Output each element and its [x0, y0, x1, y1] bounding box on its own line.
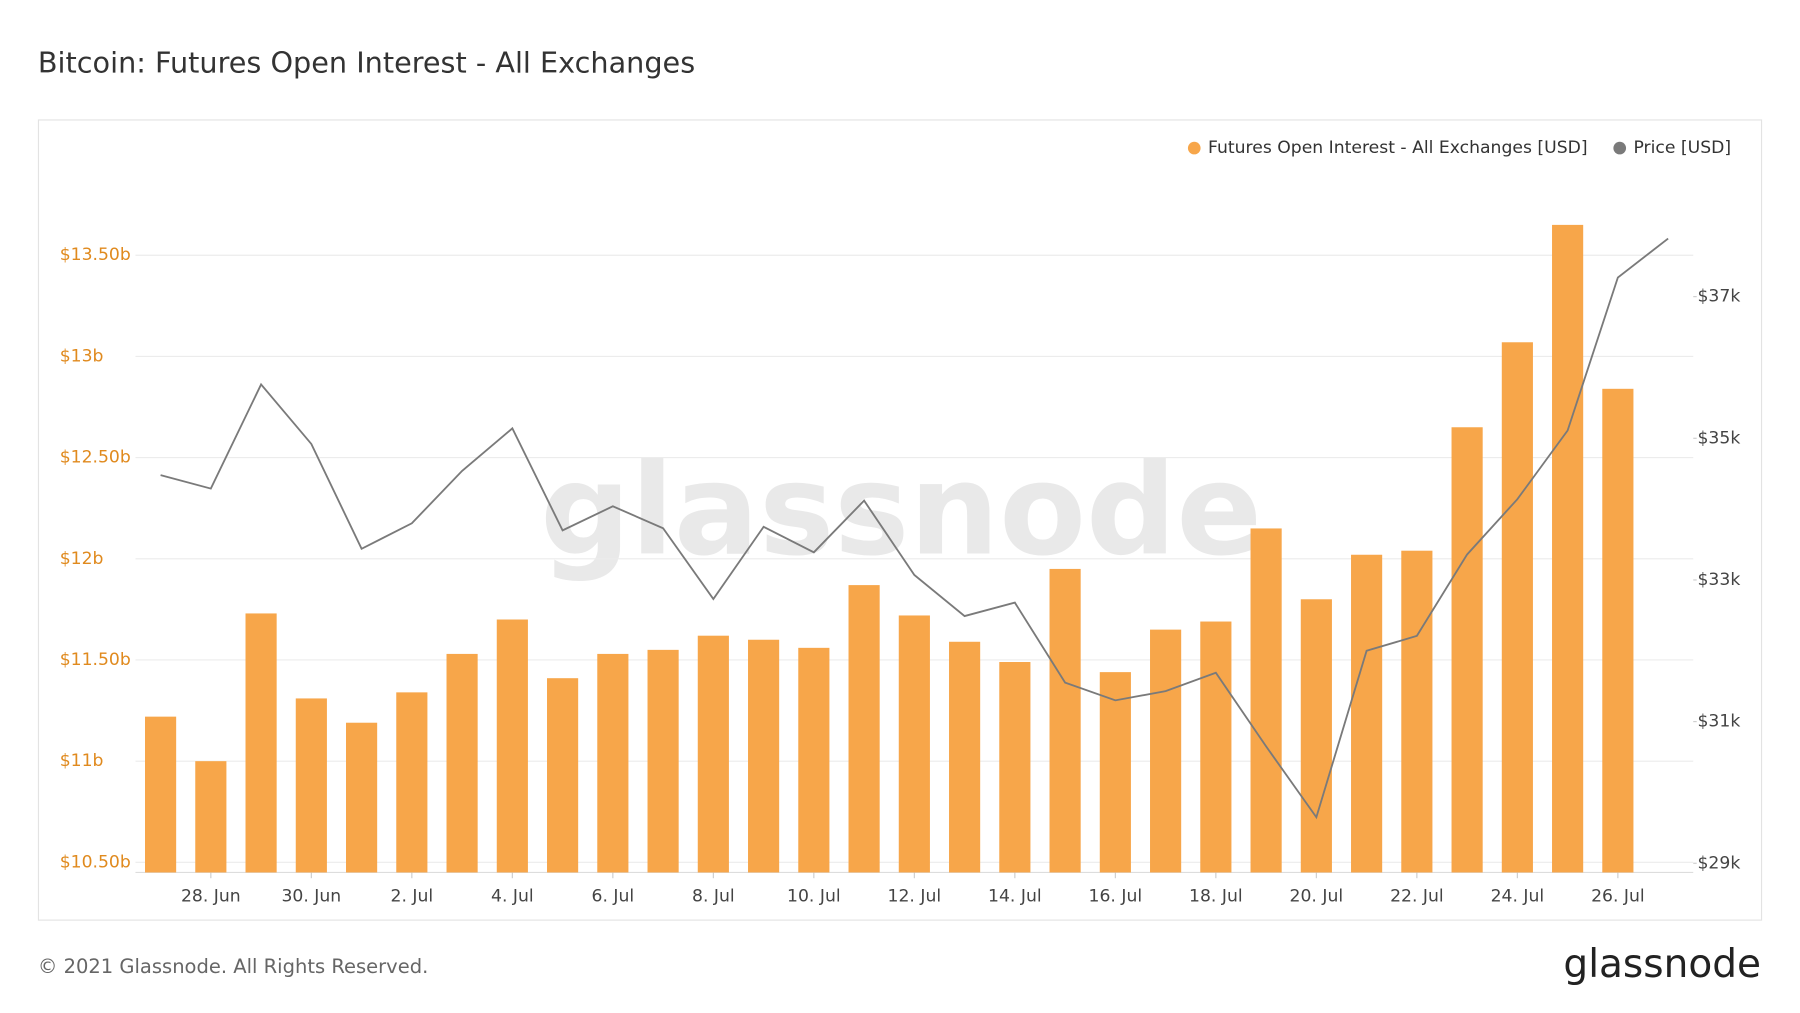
bar — [597, 653, 629, 873]
bar — [1351, 554, 1383, 873]
bar — [798, 647, 830, 873]
bar — [295, 698, 327, 873]
x-tick-label: 10. Jul — [787, 887, 841, 907]
x-tick-label: 26. Jul — [1591, 887, 1645, 907]
bar — [1150, 629, 1182, 873]
y2-tick-label: $29k — [1697, 853, 1740, 873]
x-tick-label: 4. Jul — [491, 887, 534, 907]
bar — [898, 615, 930, 873]
bar — [1451, 427, 1483, 873]
y-tick-label: $11b — [60, 751, 104, 771]
x-tick-label: 24. Jul — [1491, 887, 1545, 907]
bar — [195, 761, 227, 873]
bar — [1250, 528, 1282, 873]
legend-label: Price [USD] — [1633, 138, 1731, 158]
x-tick-label: 2. Jul — [391, 887, 434, 907]
bar — [145, 716, 177, 873]
x-tick-label: 22. Jul — [1390, 887, 1444, 907]
bar — [748, 639, 780, 873]
y-tick-label: $13b — [60, 346, 104, 366]
bar — [396, 692, 428, 873]
y2-tick-label: $35k — [1697, 428, 1740, 448]
legend-swatch — [1613, 141, 1627, 155]
bar — [346, 722, 378, 873]
y-tick-label: $10.50b — [60, 852, 131, 872]
bar — [245, 613, 277, 873]
legend-label: Futures Open Interest - All Exchanges [U… — [1208, 138, 1588, 158]
bar — [1602, 388, 1634, 873]
bar — [1300, 599, 1332, 873]
y-tick-label: $13.50b — [60, 245, 131, 265]
bar — [848, 585, 880, 873]
y2-tick-label: $37k — [1697, 287, 1740, 307]
y2-tick-label: $31k — [1697, 712, 1740, 732]
bar — [949, 641, 981, 873]
bar — [1099, 672, 1131, 873]
bar — [1501, 342, 1533, 873]
y-tick-label: $11.50b — [60, 650, 131, 670]
bar — [1049, 568, 1081, 873]
bar — [999, 662, 1031, 873]
x-tick-label: 18. Jul — [1189, 887, 1243, 907]
bar — [647, 649, 679, 873]
x-tick-label: 20. Jul — [1290, 887, 1344, 907]
bar — [697, 635, 729, 873]
x-tick-label: 28. Jun — [181, 887, 241, 907]
price-line — [160, 237, 1669, 820]
bar — [446, 653, 478, 873]
chart-title: Bitcoin: Futures Open Interest - All Exc… — [38, 45, 695, 79]
copyright: © 2021 Glassnode. All Rights Reserved. — [38, 955, 428, 978]
bar — [496, 619, 528, 873]
y2-tick-label: $33k — [1697, 570, 1740, 590]
legend-swatch — [1187, 141, 1201, 155]
bar — [1200, 621, 1232, 873]
x-tick-label: 12. Jul — [888, 887, 942, 907]
x-tick-label: 14. Jul — [988, 887, 1042, 907]
bar — [547, 678, 579, 873]
x-tick-label: 8. Jul — [692, 887, 735, 907]
bar — [1401, 550, 1433, 873]
y-tick-label: $12.50b — [60, 448, 131, 468]
x-tick-label: 16. Jul — [1089, 887, 1143, 907]
logo: glassnode — [1563, 942, 1761, 987]
y-tick-label: $12b — [60, 549, 104, 569]
bar — [1552, 224, 1584, 873]
watermark: glassnode — [540, 437, 1262, 584]
x-tick-label: 6. Jul — [592, 887, 635, 907]
x-tick-label: 30. Jun — [281, 887, 341, 907]
